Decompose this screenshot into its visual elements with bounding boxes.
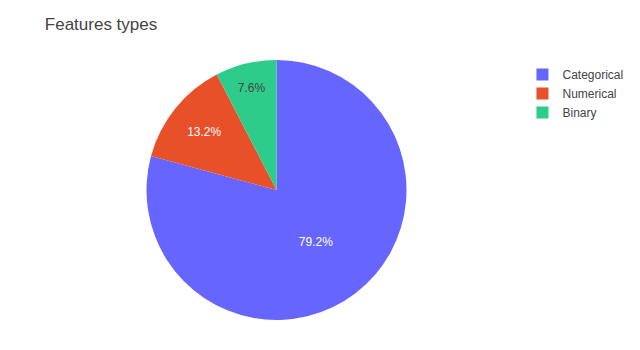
- svg-text:Numerical: Numerical: [562, 87, 616, 101]
- svg-text:Features types: Features types: [45, 15, 157, 34]
- svg-text:Categorical: Categorical: [562, 68, 623, 82]
- svg-text:79.2%: 79.2%: [299, 235, 333, 249]
- svg-text:Binary: Binary: [562, 106, 596, 120]
- svg-text:13.2%: 13.2%: [187, 125, 221, 139]
- svg-text:7.6%: 7.6%: [238, 81, 266, 95]
